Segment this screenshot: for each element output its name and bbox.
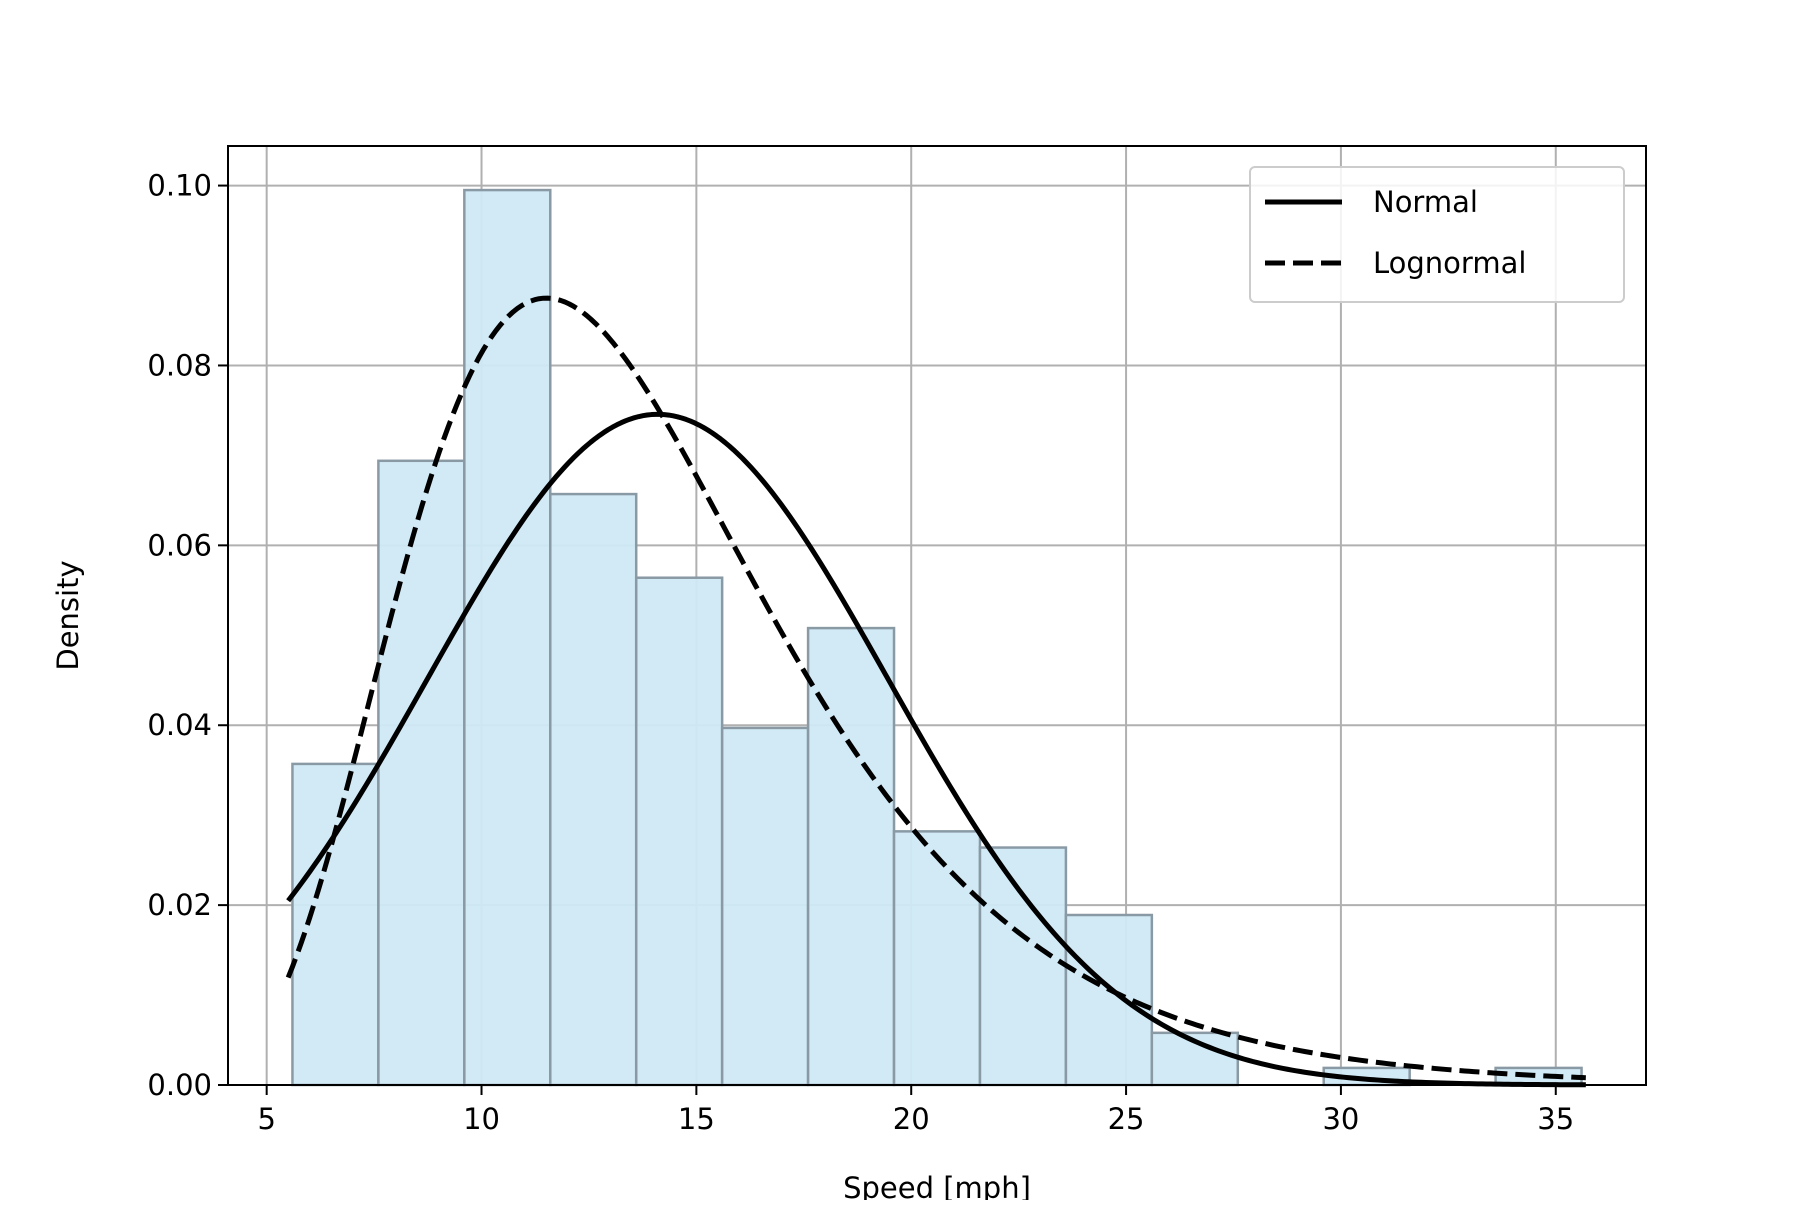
- lognormal-curve: [285, 295, 1586, 1081]
- x-tick-label: 25: [1108, 1102, 1145, 1136]
- histogram-bar: [377, 459, 466, 1087]
- axis-ticks: 5 10 15 20 25 30 35 0.00 0.02 0.04 0.06 0.08 0.10: [147, 169, 1574, 1136]
- histogram-bar: [291, 762, 380, 1087]
- histogram-bar: [549, 492, 638, 1087]
- y-tick-label: 0.04: [147, 708, 212, 742]
- histogram-bars: [291, 188, 1583, 1087]
- y-axis-label: Density: [51, 560, 85, 670]
- normal-curve: [286, 411, 1586, 1088]
- y-tick-label: 0.02: [147, 888, 212, 922]
- histogram-bar: [978, 846, 1068, 1087]
- fit-curves: [285, 295, 1586, 1088]
- histogram-bar: [634, 576, 724, 1087]
- legend-label-lognormal: Lognormal: [1373, 246, 1526, 280]
- histogram-bar: [892, 830, 982, 1087]
- x-tick-label: 10: [463, 1102, 500, 1136]
- x-tick-label: 35: [1537, 1102, 1574, 1136]
- legend: Normal Lognormal: [1249, 166, 1625, 303]
- x-tick-label: 30: [1322, 1102, 1359, 1136]
- y-tick-label: 0.08: [147, 348, 212, 382]
- histogram-bar: [720, 726, 810, 1087]
- plot-frame: [227, 145, 1647, 1086]
- x-tick-label: 15: [678, 1102, 715, 1136]
- x-tick-label: 5: [257, 1102, 275, 1136]
- y-tick-label: 0.10: [147, 169, 212, 203]
- y-tick-label: 0.06: [147, 528, 212, 562]
- legend-box: [1249, 166, 1625, 303]
- x-axis-label: Speed [mph]: [843, 1171, 1031, 1200]
- histogram-bar: [463, 188, 552, 1087]
- y-tick-label: 0.00: [147, 1068, 212, 1102]
- histogram-bar: [1064, 913, 1154, 1087]
- legend-label-normal: Normal: [1373, 185, 1478, 219]
- x-tick-label: 20: [893, 1102, 930, 1136]
